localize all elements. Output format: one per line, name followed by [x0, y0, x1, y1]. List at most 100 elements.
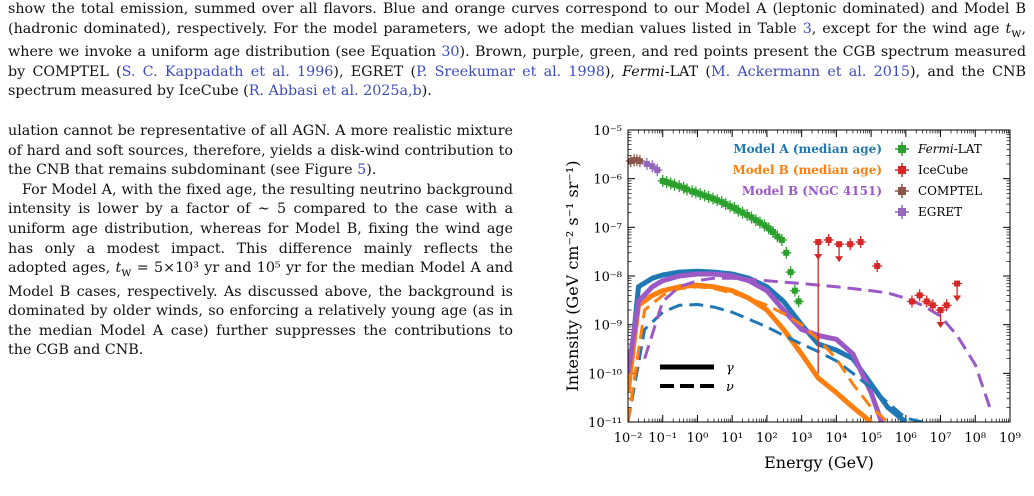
kappadath-ref-link[interactable]: S. C. Kappadath et al. 1996	[121, 63, 334, 80]
legend-model-b: Model B (median age)	[733, 163, 882, 177]
icecube-point-ul-arrow	[936, 322, 945, 329]
plot-frame	[627, 129, 1011, 423]
icecube-point-marker	[874, 263, 881, 270]
table-ref-link[interactable]: 3	[802, 20, 812, 37]
fermi-lat-point-marker	[671, 181, 678, 188]
fermi-lat-point-marker	[744, 211, 751, 218]
fermi-lat-point-marker	[727, 203, 734, 210]
legend-marker-square	[898, 208, 906, 216]
gamma-label: γ	[726, 361, 734, 376]
y-axis-label: Intensity (GeV cm⁻² s⁻¹ sr⁻¹)	[563, 160, 582, 391]
fermi-lat-point-marker	[756, 219, 763, 226]
gamma-curve-model-b-median-age-	[628, 282, 873, 422]
caption-line-5a: ), and the CNB spectrum measured by IceC…	[8, 63, 1027, 100]
icecube-point-marker	[825, 236, 832, 243]
fermi-lat-point-marker	[791, 287, 798, 294]
abbasi-ref-link[interactable]: R. Abbasi et al. 2025a,b	[248, 83, 422, 100]
p2-wind-age-sub: w	[121, 265, 132, 280]
comptel-point-marker	[627, 158, 634, 165]
equation-ref-link[interactable]: 30	[441, 44, 460, 61]
icecube-point-ul-arrow	[835, 256, 844, 263]
fermi-lat-point-marker	[787, 269, 794, 276]
caption-line-2: Model B (hadronic dominated), respective…	[8, 1, 1026, 37]
legend-comptel: COMPTEL	[918, 184, 982, 198]
fermi-lat-point-marker	[659, 177, 666, 184]
fermi-lat-point-marker	[739, 209, 746, 216]
x-tick-label: 10⁰	[687, 431, 709, 446]
paragraph-2: For Model A, with the fixed age, the res…	[8, 181, 513, 361]
legend-markers	[895, 142, 909, 219]
y-tick-label: 10⁻¹⁰	[588, 367, 622, 382]
legend-model-ngc: Model B (NGC 4151)	[742, 184, 882, 198]
x-tick-label: 10⁷	[930, 431, 952, 446]
x-tick-label: 10⁵	[860, 431, 882, 446]
caption-line-2-end: , except	[811, 20, 871, 37]
legend-marker-square	[898, 187, 906, 195]
fermi-lat-point-marker	[761, 222, 768, 229]
fermi-lat-point-marker	[748, 214, 755, 221]
figure-caption: show the total emission, summed over all…	[8, 1, 1027, 100]
fermi-lat-point-marker	[774, 233, 781, 240]
fermi-lat-point-marker	[667, 180, 674, 187]
x-tick-label: 10³	[791, 431, 813, 446]
y-tick-label: 10⁻⁶	[593, 173, 622, 188]
x-tick-label: 10¹	[721, 431, 743, 446]
icecube-point-marker	[954, 280, 961, 287]
legend-marker-square	[898, 166, 906, 174]
paragraph-2-text-b: = 5×10³ yr and 10⁵ yr for the median Mod…	[8, 260, 513, 359]
paragraph-1-end: ).	[366, 162, 377, 179]
x-tick-labels: 10⁻² 10⁻¹ 10⁰ 10¹ 10² 10³ 10⁴ 10⁵ 10⁶ 10⁷ 10⁸ 10⁹	[614, 431, 1021, 446]
caption-line-4d: -LAT	[664, 63, 699, 80]
fermi-lat-point-marker	[765, 225, 772, 232]
icecube-point-marker	[943, 302, 950, 309]
data-points	[625, 154, 963, 374]
egret-point-marker	[649, 163, 656, 170]
caption-line-3c: ). Brown, purple, green, and red points …	[459, 44, 809, 61]
x-tick-label: 10⁴	[825, 431, 847, 446]
icecube-point-marker	[916, 292, 923, 299]
fermi-lat-point-marker	[731, 204, 738, 211]
egret-point-marker	[654, 167, 661, 174]
x-tick-label: 10⁸	[964, 431, 986, 446]
caption-line-3b: , where we invoke a uniform age distribu…	[8, 20, 1026, 61]
paragraph-2-text-a: For Model A, with the fixed age, the res…	[8, 181, 513, 277]
fermi-lat-point-marker	[705, 194, 712, 201]
caption-line-5b: ).	[421, 83, 432, 100]
nu-label: ν	[726, 380, 734, 395]
y-tick-label: 10⁻¹¹	[588, 416, 622, 431]
icecube-point-marker	[836, 241, 843, 248]
caption-line-3a: for the wind age	[876, 20, 1006, 37]
caption-line-4b: ), EGRET (	[333, 63, 417, 80]
icecube-point-marker	[923, 298, 930, 305]
egret-point-marker	[643, 161, 650, 168]
fermi-lat-point-marker	[718, 199, 725, 206]
x-tick-label: 10²	[756, 431, 778, 446]
comptel-point-marker	[636, 158, 643, 165]
legend-icecube: IceCube	[918, 163, 968, 177]
x-tick-label: 10⁶	[895, 431, 917, 446]
x-tick-label: 10⁻¹	[648, 431, 677, 446]
background-spectrum-chart: 10⁻² 10⁻¹ 10⁰ 10¹ 10² 10³ 10⁴ 10⁵ 10⁶ 10⁷ 10⁸ 10⁹ 1…	[563, 124, 1021, 472]
legend-model-a: Model A (median age)	[733, 142, 882, 156]
icecube-point-marker	[908, 298, 915, 305]
y-tick-label: 10⁻⁸	[593, 270, 622, 285]
caption-line-4c: ),	[604, 63, 623, 80]
figure-ref-link[interactable]: 5	[357, 162, 367, 179]
fermi-lat-point-marker	[697, 191, 704, 198]
body-text-column: ulation cannot be representative of all …	[8, 122, 513, 361]
fermi-lat-point-marker	[676, 183, 683, 190]
sreekumar-ref-link[interactable]: P. Sreekumar et al. 1998	[416, 63, 605, 80]
x-tick-label: 10⁹	[999, 431, 1021, 446]
wind-age-sub: w	[1011, 25, 1022, 40]
icecube-point-marker	[937, 307, 944, 314]
y-tick-label: 10⁻⁹	[593, 319, 622, 334]
neutrino-curve-model-a-median-age-	[628, 303, 923, 422]
fermi-lat-point-marker	[783, 249, 790, 256]
fermi-lat-point-marker	[709, 195, 716, 202]
legend-marker-square	[898, 145, 906, 153]
model-curves	[628, 268, 994, 422]
neutrino-curve-model-b-median-age-	[628, 285, 889, 422]
ackermann-ref-link[interactable]: M. Ackermann et al. 2015	[710, 63, 910, 80]
caption-line-1: show the total emission, summed over all…	[8, 1, 958, 17]
legend-egret: EGRET	[918, 205, 962, 219]
